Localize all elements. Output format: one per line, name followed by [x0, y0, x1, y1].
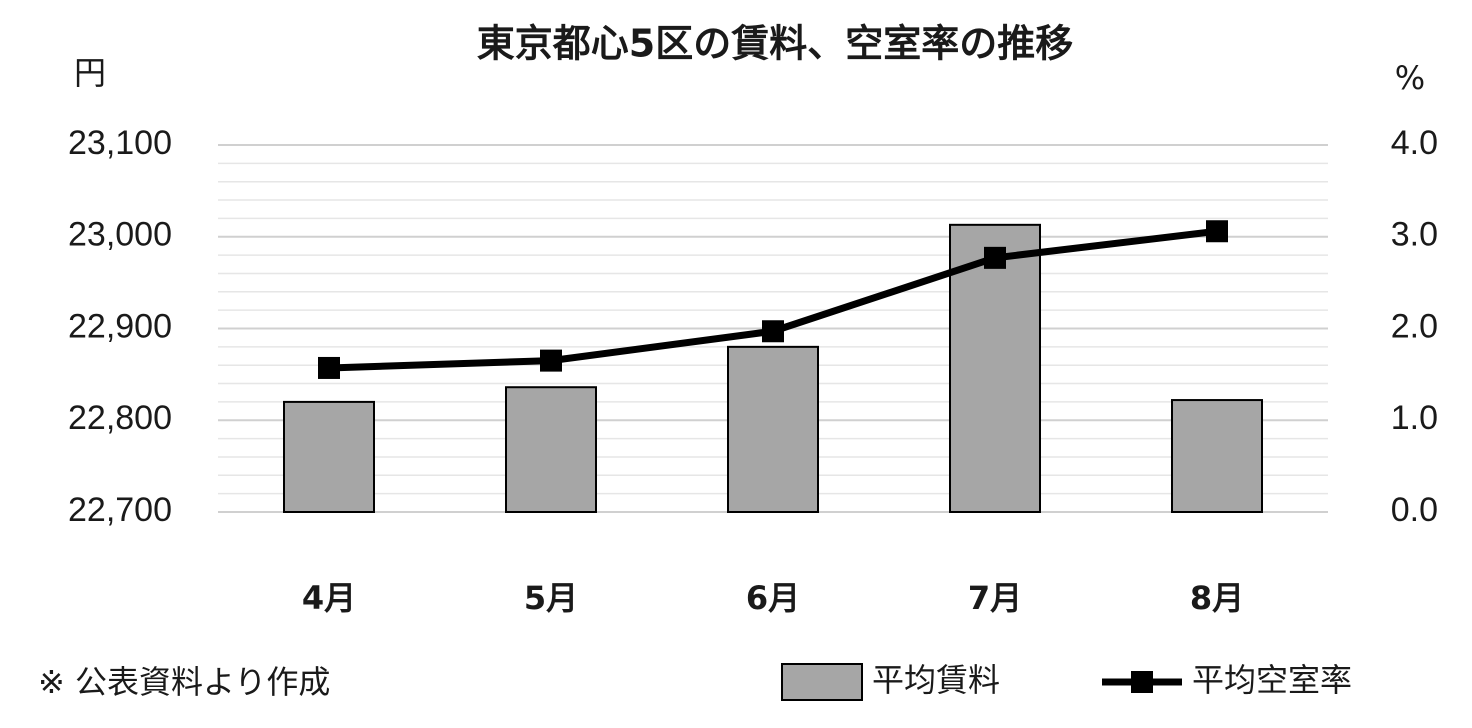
- legend-label: 平均空室率: [1192, 661, 1352, 699]
- bar: [283, 400, 375, 513]
- y2-tick-label: 3.0: [1391, 216, 1438, 254]
- line-marker: [984, 246, 1006, 269]
- x-tick-label: 6月: [746, 579, 800, 617]
- y-tick-label: 22,900: [68, 307, 172, 345]
- bar: [1171, 399, 1263, 513]
- bar: [505, 386, 597, 513]
- x-tick-label: 5月: [524, 579, 578, 617]
- legend-label: 平均賃料: [872, 661, 1000, 699]
- line-marker: [540, 349, 562, 372]
- y-tick-label: 22,800: [68, 399, 172, 437]
- y2-unit: %: [1395, 59, 1425, 97]
- line-marker: [1206, 220, 1228, 243]
- y2-tick-label: 1.0: [1391, 399, 1438, 437]
- y-tick-label: 23,100: [68, 124, 172, 162]
- x-tick-label: 4月: [302, 579, 356, 617]
- chart-title: 東京都心5区の賃料、空室率の推移: [477, 22, 1073, 66]
- legend-swatch: [781, 663, 863, 701]
- line-marker: [762, 320, 784, 343]
- y2-tick-label: 2.0: [1391, 307, 1438, 345]
- footnote: ※ 公表資料より作成: [38, 663, 330, 701]
- x-tick-label: 7月: [968, 579, 1022, 617]
- y-tick-label: 23,000: [68, 216, 172, 254]
- y2-tick-label: 4.0: [1391, 124, 1438, 162]
- y2-tick-label: 0.0: [1391, 491, 1438, 529]
- legend-swatch: [1131, 671, 1153, 693]
- y-unit: 円: [74, 54, 106, 92]
- line-marker: [318, 356, 340, 379]
- x-tick-label: 8月: [1190, 579, 1244, 617]
- y-tick-label: 22,700: [68, 491, 172, 529]
- bar: [949, 223, 1041, 513]
- bar: [727, 345, 819, 513]
